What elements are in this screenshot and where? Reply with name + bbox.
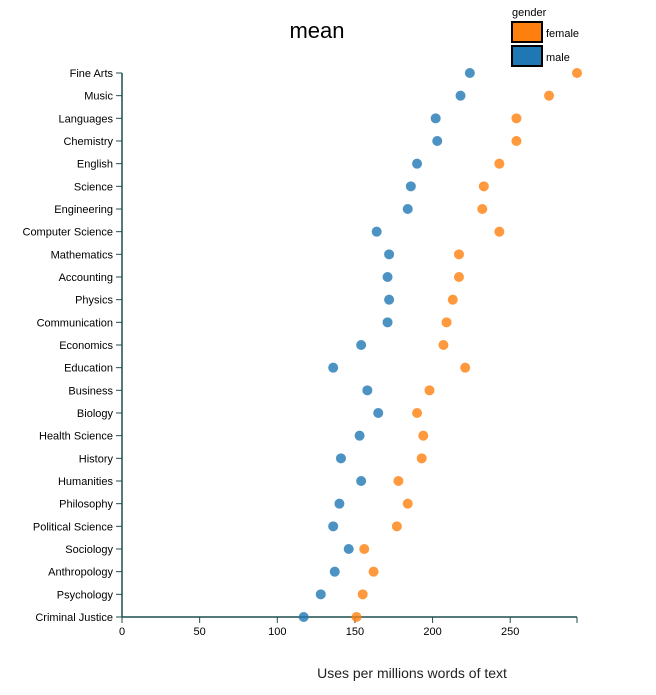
y-tick-label: Economics [59, 340, 113, 352]
dot-male [371, 226, 382, 237]
dot-male [384, 294, 395, 305]
dot-female [393, 476, 404, 486]
y-tick-label: Engineering [54, 204, 113, 216]
y-tick-label: Psychology [57, 589, 114, 601]
y-tick-label: Criminal Justice [35, 612, 113, 624]
dot-female [424, 385, 435, 396]
dot-male [382, 272, 393, 282]
legend: gender female male [511, 7, 579, 67]
legend-swatch-male [511, 45, 543, 67]
dot-female [453, 272, 464, 282]
x-axis: 0 50 100 150 200 250 [119, 616, 578, 638]
x-tick-label: 0 [119, 626, 125, 638]
dot-female [572, 68, 582, 78]
dot-female [402, 498, 413, 509]
dot-male [328, 362, 339, 373]
dot-female [447, 294, 458, 305]
dot-female [544, 90, 555, 101]
x-tick-label: 150 [346, 626, 364, 638]
dot-male [384, 249, 395, 260]
dot-male [455, 90, 466, 101]
legend-title: gender [512, 7, 547, 19]
dots [298, 68, 582, 622]
y-tick-label: Physics [75, 295, 113, 307]
y-tick-label: Political Science [33, 521, 113, 533]
dot-female [460, 362, 471, 373]
dot-male [334, 498, 345, 509]
legend-label-female: female [546, 28, 579, 40]
dot-female [416, 453, 427, 464]
y-tick-label: History [79, 453, 114, 465]
y-tick-label: Biology [77, 408, 114, 420]
y-tick-label: Mathematics [51, 249, 114, 261]
dot-female [494, 226, 505, 237]
x-tick-label: 100 [268, 626, 286, 638]
dot-male [382, 317, 393, 328]
y-axis: Fine Arts Music Languages Chemistry English S… [23, 68, 123, 624]
dot-female [412, 408, 423, 418]
dot-male [430, 113, 441, 124]
y-tick-label: Computer Science [23, 227, 114, 239]
y-tick-label: Sociology [65, 544, 113, 556]
dot-male [335, 453, 346, 464]
chart-title: mean [289, 18, 344, 43]
dot-female [477, 204, 488, 214]
dot-female [391, 521, 402, 532]
y-tick-label: Communication [37, 317, 113, 329]
dot-male [356, 476, 367, 486]
dot-male [328, 521, 339, 532]
y-tick-label: Science [74, 181, 113, 193]
dot-male [343, 544, 354, 554]
dot-male [315, 589, 326, 600]
y-tick-label: Anthropology [48, 567, 113, 579]
x-tick-label: 50 [194, 626, 206, 638]
dot-female [478, 181, 489, 192]
dot-female [368, 566, 379, 577]
legend-label-male: male [546, 52, 570, 64]
dot-female [494, 158, 505, 169]
y-tick-label: Philosophy [59, 499, 113, 511]
x-tick-label: 200 [423, 626, 441, 638]
dot-female [351, 612, 362, 622]
y-tick-label: Fine Arts [70, 68, 114, 80]
y-tick-label: Health Science [39, 431, 113, 443]
y-tick-label: Humanities [58, 476, 114, 488]
x-tick-label: 250 [501, 626, 519, 638]
dot-female [438, 340, 449, 350]
dot-male [298, 612, 309, 622]
y-tick-label: Education [64, 363, 113, 375]
dot-female [511, 136, 522, 146]
dot-female [359, 544, 370, 554]
dot-male [405, 181, 416, 192]
x-axis-label: Uses per millions words of text [317, 665, 507, 681]
dot-female [418, 430, 429, 441]
dot-male [464, 68, 475, 78]
y-tick-label: Music [84, 91, 113, 103]
legend-swatch-female [511, 21, 543, 43]
y-tick-label: Chemistry [63, 136, 113, 148]
dot-male [373, 408, 384, 418]
y-tick-label: Business [68, 385, 113, 397]
dot-male [362, 385, 373, 396]
dot-male [329, 566, 340, 577]
dot-male [432, 136, 443, 146]
dot-male [412, 158, 423, 169]
dot-male [354, 430, 365, 441]
y-tick-label: English [77, 159, 113, 171]
dot-female [357, 589, 368, 600]
dot-female [511, 113, 522, 124]
y-tick-label: Accounting [59, 272, 113, 284]
dot-female [453, 249, 464, 260]
y-tick-label: Languages [59, 113, 114, 125]
dot-male [356, 340, 367, 350]
dot-female [441, 317, 452, 328]
dot-male [402, 204, 413, 214]
